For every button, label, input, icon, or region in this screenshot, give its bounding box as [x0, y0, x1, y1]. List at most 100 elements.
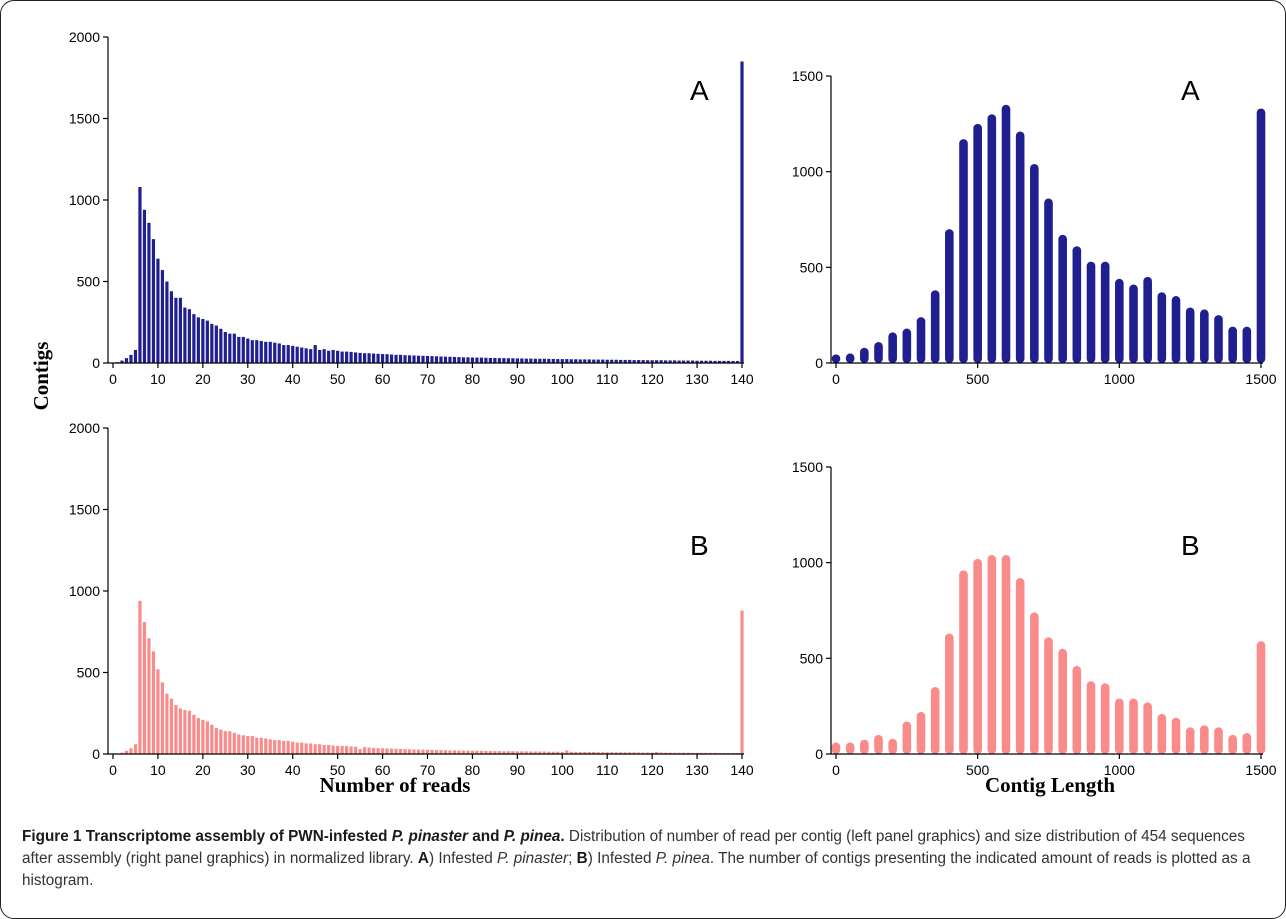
histogram-bar — [1228, 734, 1237, 754]
histogram-bar — [987, 114, 997, 364]
histogram-bar — [524, 751, 528, 754]
histogram-bar — [425, 355, 430, 363]
histogram-bar — [1157, 713, 1167, 754]
histogram-bar — [641, 752, 645, 754]
histogram-bar — [623, 752, 627, 754]
histogram-bar — [538, 358, 542, 363]
histogram-bar — [619, 752, 623, 754]
histogram-bar — [502, 358, 506, 363]
caption-title-pre: Transcriptome assembly of PWN-infested — [85, 828, 392, 845]
histogram-bar — [493, 357, 497, 363]
x-tick-label: 50 — [330, 371, 346, 387]
x-tick-label: 40 — [285, 762, 301, 778]
histogram-bar — [1030, 164, 1039, 363]
histogram-bar — [930, 290, 940, 363]
histogram-bar — [551, 751, 555, 754]
histogram-bar — [241, 336, 245, 363]
histogram-bar — [520, 751, 524, 754]
histogram-bar — [192, 714, 196, 754]
histogram-bar — [681, 752, 686, 754]
histogram-bar — [542, 751, 546, 754]
histogram-bar — [439, 356, 443, 363]
histogram-bar — [735, 361, 740, 363]
histogram-bar — [264, 738, 268, 754]
histogram-bar — [641, 360, 645, 363]
histogram-bar — [930, 687, 940, 754]
histogram-bar — [336, 350, 340, 363]
histogram-bar — [520, 358, 524, 363]
histogram-bar — [250, 340, 254, 363]
histogram-bar — [695, 360, 699, 363]
histogram-bar — [286, 740, 290, 754]
x-tick-label: 30 — [240, 371, 256, 387]
histogram-bar — [367, 353, 371, 363]
x-tick-label: 80 — [465, 762, 481, 778]
histogram-bar — [363, 747, 367, 754]
histogram-bar — [457, 750, 461, 754]
caption-label: Figure 1 — [22, 828, 82, 845]
histogram-bar — [1100, 261, 1110, 363]
histogram-bar — [196, 718, 200, 754]
histogram-bar — [614, 359, 618, 363]
histogram-bar — [587, 359, 591, 363]
histogram-bar — [681, 360, 686, 363]
histogram-bar — [831, 742, 841, 754]
histogram-bar — [210, 323, 214, 363]
histogram-bar — [592, 359, 596, 363]
histogram-bar — [659, 752, 663, 754]
histogram-bar — [470, 357, 475, 363]
histogram-bar — [860, 347, 869, 363]
histogram-bar — [380, 354, 385, 363]
histogram-bar — [169, 291, 174, 363]
histogram-bar — [156, 669, 160, 754]
histogram-bar — [628, 359, 632, 363]
histogram-bar — [147, 638, 151, 754]
histogram-bar — [677, 360, 681, 363]
histogram-bar — [187, 309, 191, 363]
histogram-bar — [300, 347, 304, 363]
histogram-bar — [389, 748, 394, 754]
histogram-bar — [547, 751, 551, 754]
histogram-bar — [664, 752, 668, 754]
histogram-bar — [605, 752, 609, 754]
histogram-bar — [655, 360, 659, 363]
histogram-bar — [587, 752, 591, 754]
histogram-bar — [183, 307, 187, 363]
histogram-panel-b-reads: 0 500 1000 1500 2000 0 10 20 30 40 50 60 70 80 90 100 11… — [69, 420, 754, 778]
histogram-bar — [1171, 717, 1181, 754]
histogram-bar — [619, 359, 623, 363]
histogram-bar — [547, 358, 551, 363]
histogram-bar — [470, 750, 475, 754]
histogram-bar — [304, 348, 308, 363]
caption-a-species: P. pinaster — [497, 850, 569, 867]
histogram-bar — [708, 360, 713, 363]
caption-body-1: Distribution of number of read per conti… — [22, 828, 1245, 867]
x-tick-label: 50 — [330, 762, 346, 778]
histogram-bar — [655, 752, 659, 754]
x-tick-label: 100 — [551, 371, 575, 387]
histogram-bar — [259, 737, 263, 754]
histogram-bar — [142, 621, 147, 754]
histogram-bar — [583, 752, 587, 754]
histogram-bar — [295, 742, 299, 754]
histogram-bar — [282, 740, 286, 754]
histogram-bar — [731, 361, 735, 363]
histogram-bar — [295, 346, 299, 363]
histogram-bar — [502, 751, 506, 754]
histogram-bar — [1015, 577, 1025, 754]
histogram-bar — [628, 752, 632, 754]
histogram-bar — [322, 745, 326, 754]
histogram-bar — [479, 750, 484, 754]
histogram-bar — [232, 732, 236, 754]
histogram-bar — [394, 748, 398, 754]
y-tick-label: 500 — [800, 650, 824, 666]
x-tick-label: 0 — [832, 762, 840, 778]
x-tick-label: 90 — [510, 371, 526, 387]
histogram-bar — [340, 351, 344, 363]
histogram-bar — [309, 349, 313, 363]
histogram-bar — [160, 682, 165, 754]
x-tick-label: 70 — [420, 762, 436, 778]
histogram-bar — [659, 360, 663, 363]
caption-title-end: . — [560, 828, 565, 845]
histogram-bar — [524, 358, 528, 363]
